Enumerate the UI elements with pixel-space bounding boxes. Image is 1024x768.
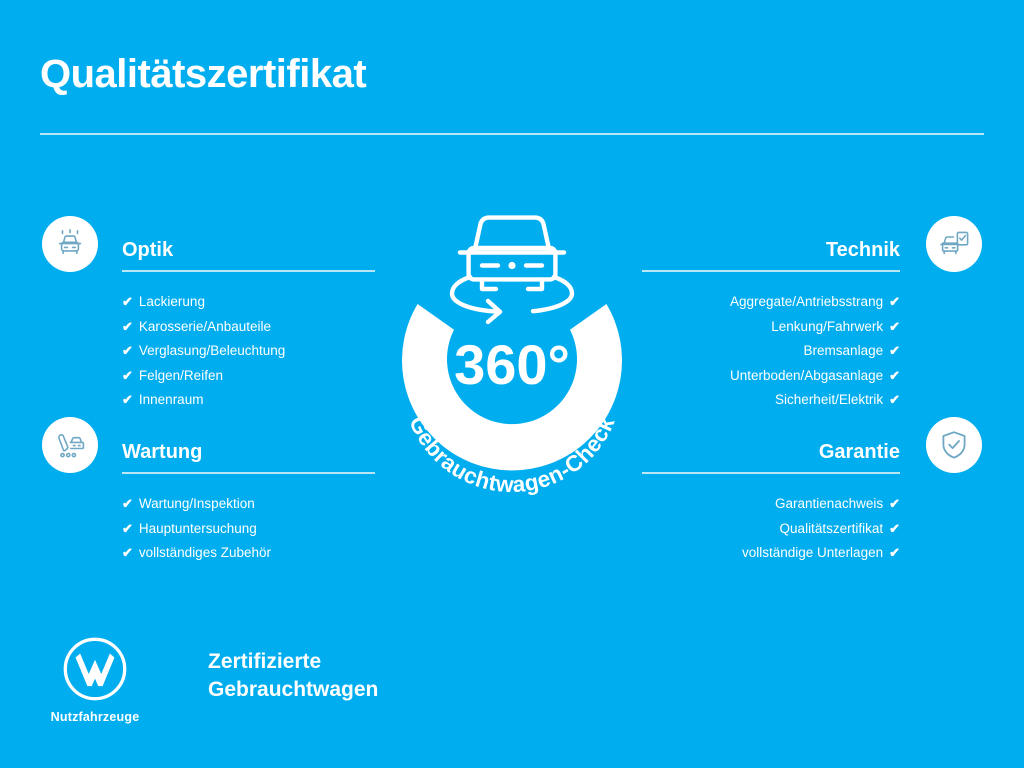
section-heading: Technik <box>825 239 900 261</box>
list-item: ✔ Hauptuntersuchung <box>122 517 422 542</box>
list-item-label: Garantienachweis <box>775 496 884 511</box>
vw-logo-icon <box>63 637 127 701</box>
list-item-label: Hauptuntersuchung <box>138 520 257 536</box>
car-checklist-icon <box>926 216 982 272</box>
degrees-text: 360° <box>454 333 570 396</box>
check-icon: ✔ <box>122 318 133 334</box>
check-icon: ✔ <box>889 520 900 536</box>
list-item-label: Qualitätszertifikat <box>779 520 884 536</box>
list-item-label: Verglasung/Beleuchtung <box>138 343 286 358</box>
check-icon: ✔ <box>889 367 900 383</box>
section-heading: Wartung <box>122 441 203 463</box>
check-icon: ✔ <box>122 294 133 309</box>
list-item: ✔ Felgen/Reifen <box>122 364 422 389</box>
check-icon: ✔ <box>122 496 133 511</box>
list-item: ✔ Karosserie/Anbauteile <box>122 315 422 340</box>
section-heading: Optik <box>122 239 174 261</box>
footer: Nutzfahrzeuge Zertifizierte Gebrauchtwag… <box>40 636 378 724</box>
list-item-label: Felgen/Reifen <box>138 367 223 383</box>
check-icon: ✔ <box>889 343 900 358</box>
list-item: ✔ Innenraum <box>122 388 422 413</box>
list-item-label: Lenkung/Fahrwerk <box>771 318 884 334</box>
list-item-label: Aggregate/Antriebsstrang <box>729 294 884 309</box>
ring-arc <box>402 304 622 471</box>
list-item: ✔ vollständiges Zubehör <box>122 541 422 566</box>
list-item: Qualitätszertifikat ✔ <box>602 517 900 542</box>
section-items: Aggregate/Antriebsstrang ✔ Lenkung/Fahrwe… <box>602 290 900 413</box>
360-check-badge: 360° Gebrauchtwagen-Check <box>370 186 654 496</box>
check-icon: ✔ <box>889 318 900 334</box>
section-divider <box>642 472 900 474</box>
header-divider <box>40 133 984 135</box>
list-item-label: Unterboden/Abgasanlage <box>729 367 884 383</box>
check-icon: ✔ <box>122 520 133 536</box>
list-item: Garantienachweis ✔ <box>602 492 900 517</box>
list-item: ✔ Lackierung <box>122 290 422 315</box>
check-icon: ✔ <box>889 545 900 560</box>
car-wrench-icon <box>42 417 98 473</box>
shield-check-icon <box>926 417 982 473</box>
section-items: ✔ Lackierung ✔ Karosserie/Anbauteile ✔ Verg… <box>122 290 422 413</box>
vw-subbrand-label: Nutzfahrzeuge <box>50 710 140 724</box>
list-item-label: Bremsanlage <box>803 343 884 358</box>
page-title: Qualitätszertifikat <box>40 52 367 96</box>
list-item: Bremsanlage ✔ <box>602 339 900 364</box>
footer-claim-line2: Gebrauchtwagen <box>208 678 379 701</box>
footer-claim: Zertifizierte Gebrauchtwagen <box>208 648 378 704</box>
section-divider <box>122 472 375 474</box>
footer-claim-line1: Zertifizierte <box>208 650 322 673</box>
list-item: vollständige Unterlagen ✔ <box>602 541 900 566</box>
list-item: ✔ Wartung/Inspektion <box>122 492 422 517</box>
section-items: Garantienachweis ✔ Qualitätszertifikat ✔ v… <box>602 492 900 566</box>
check-icon: ✔ <box>122 343 133 358</box>
list-item-label: Karosserie/Anbauteile <box>138 318 271 334</box>
list-item: Aggregate/Antriebsstrang ✔ <box>602 290 900 315</box>
check-icon: ✔ <box>889 392 900 407</box>
check-icon: ✔ <box>122 367 133 383</box>
list-item-label: Lackierung <box>138 294 205 309</box>
list-item-label: Innenraum <box>138 392 204 407</box>
section-garantie: Garantie Garantienachweis ✔ Qualitätszert… <box>602 440 900 566</box>
section-divider <box>122 270 375 272</box>
car-shine-icon <box>42 216 98 272</box>
check-icon: ✔ <box>889 496 900 511</box>
check-icon: ✔ <box>122 545 133 560</box>
section-wartung: Wartung ✔ Wartung/Inspektion ✔ Hauptunters… <box>122 440 422 566</box>
list-item: Lenkung/Fahrwerk ✔ <box>602 315 900 340</box>
list-item-label: vollständiges Zubehör <box>138 545 271 560</box>
list-item: Sicherheit/Elektrik ✔ <box>602 388 900 413</box>
list-item-label: Wartung/Inspektion <box>138 496 255 511</box>
vw-brand-block: Nutzfahrzeuge <box>40 636 150 724</box>
car-rotate-icon <box>449 215 575 325</box>
list-item: ✔ Verglasung/Beleuchtung <box>122 339 422 364</box>
list-item-label: vollständige Unterlagen <box>742 545 884 560</box>
section-technik: Technik Aggregate/Antriebsstrang ✔ Lenkun… <box>602 238 900 413</box>
section-items: ✔ Wartung/Inspektion ✔ Hauptuntersuchung ✔… <box>122 492 422 566</box>
check-icon: ✔ <box>122 392 133 407</box>
section-heading: Garantie <box>818 441 900 463</box>
list-item: Unterboden/Abgasanlage ✔ <box>602 364 900 389</box>
check-icon: ✔ <box>889 294 900 309</box>
section-optik: Optik ✔ Lackierung ✔ Karosserie/Anbauteile… <box>122 238 422 413</box>
list-item-label: Sicherheit/Elektrik <box>775 392 884 407</box>
section-divider <box>642 270 900 272</box>
